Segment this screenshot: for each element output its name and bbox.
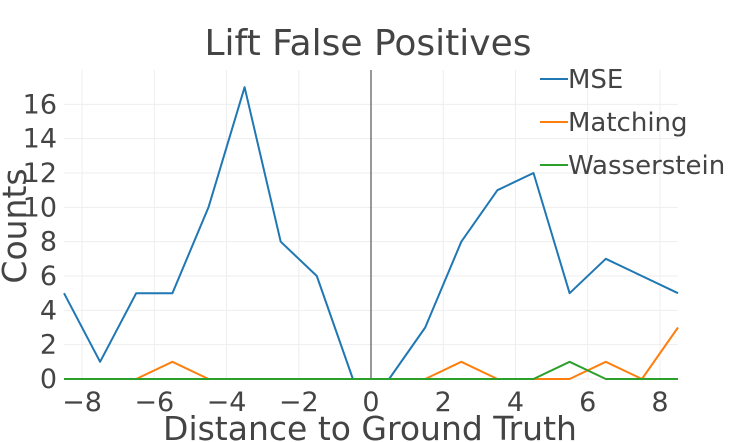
series-lines <box>63 86 679 380</box>
y-tick-label: 8 <box>40 227 57 258</box>
y-tick-label: 6 <box>40 261 57 292</box>
legend-label: Matching <box>568 108 688 138</box>
y-tick-label: 0 <box>40 364 57 395</box>
x-tick-label: −8 <box>62 387 102 418</box>
x-axis-ticks: −8 −6 −4 −2 0 2 4 6 8 <box>62 387 668 418</box>
x-tick-label: −4 <box>207 387 247 418</box>
x-tick-label: 0 <box>362 387 379 418</box>
x-axis-title: Distance to Ground Truth <box>163 409 577 442</box>
legend: MSE Matching Wasserstein <box>540 65 725 181</box>
legend-label: MSE <box>568 65 623 95</box>
x-tick-label: 8 <box>651 387 668 418</box>
y-tick-label: 14 <box>23 124 57 155</box>
chart-title: Lift False Positives <box>204 23 531 64</box>
series-line-wasserstein <box>64 360 678 380</box>
y-tick-label: 10 <box>23 192 57 223</box>
x-tick-label: −2 <box>279 387 319 418</box>
y-tick-label: 2 <box>40 330 57 361</box>
y-axis-title: Counts <box>0 168 34 283</box>
x-tick-label: 6 <box>579 387 596 418</box>
y-tick-label: 16 <box>23 89 57 120</box>
x-tick-label: 2 <box>435 387 452 418</box>
y-tick-label: 12 <box>23 158 57 189</box>
y-tick-label: 4 <box>40 295 57 326</box>
x-tick-label: 4 <box>507 387 524 418</box>
legend-label: Wasserstein <box>568 151 725 181</box>
x-tick-label: −6 <box>134 387 174 418</box>
